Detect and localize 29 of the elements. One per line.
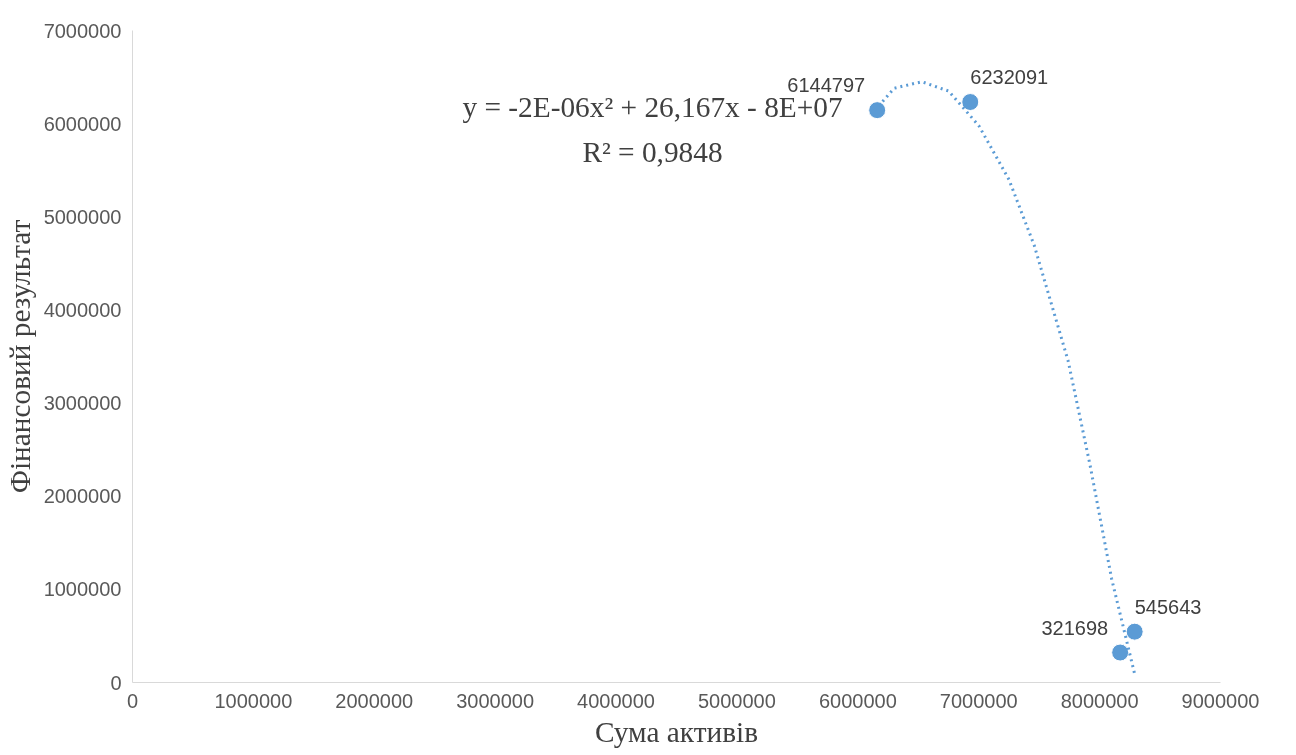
y-axis-title: Фінансовий результат [3, 219, 36, 494]
point [1111, 643, 1130, 662]
x-tick-label: 0 [126, 689, 139, 712]
y-tick-label: 1000000 [43, 578, 122, 601]
x-tick-label: 7000000 [939, 689, 1018, 712]
y-tick-label: 7000000 [43, 19, 122, 42]
y-tick-label: 3000000 [43, 392, 122, 415]
x-tick-label: 6000000 [818, 689, 897, 712]
point [1125, 622, 1144, 641]
data-label: 321698 [1041, 616, 1109, 639]
y-tick-label: 6000000 [43, 112, 122, 135]
x-tick-label: 2000000 [335, 689, 414, 712]
data-label: 545643 [1134, 595, 1202, 618]
annotation: R² = 0,9848 [582, 135, 723, 168]
x-axis-title: Сума активів [594, 715, 759, 748]
y-tick-label: 2000000 [43, 485, 122, 508]
y-tick-label: 0 [110, 671, 122, 694]
x-tick-label: 9000000 [1181, 689, 1260, 712]
y-tick-label: 5000000 [43, 205, 122, 228]
x-tick-label: 1000000 [214, 689, 293, 712]
x-tick-label: 3000000 [456, 689, 535, 712]
x-tick-label: 8000000 [1060, 689, 1139, 712]
point [868, 101, 887, 120]
point [961, 93, 980, 112]
x-tick-label: 5000000 [698, 689, 776, 712]
x-tick-label: 4000000 [577, 689, 655, 712]
y-tick-label: 4000000 [43, 298, 122, 321]
data-label: 6144797 [787, 74, 866, 97]
data-label: 6232091 [970, 66, 1049, 89]
